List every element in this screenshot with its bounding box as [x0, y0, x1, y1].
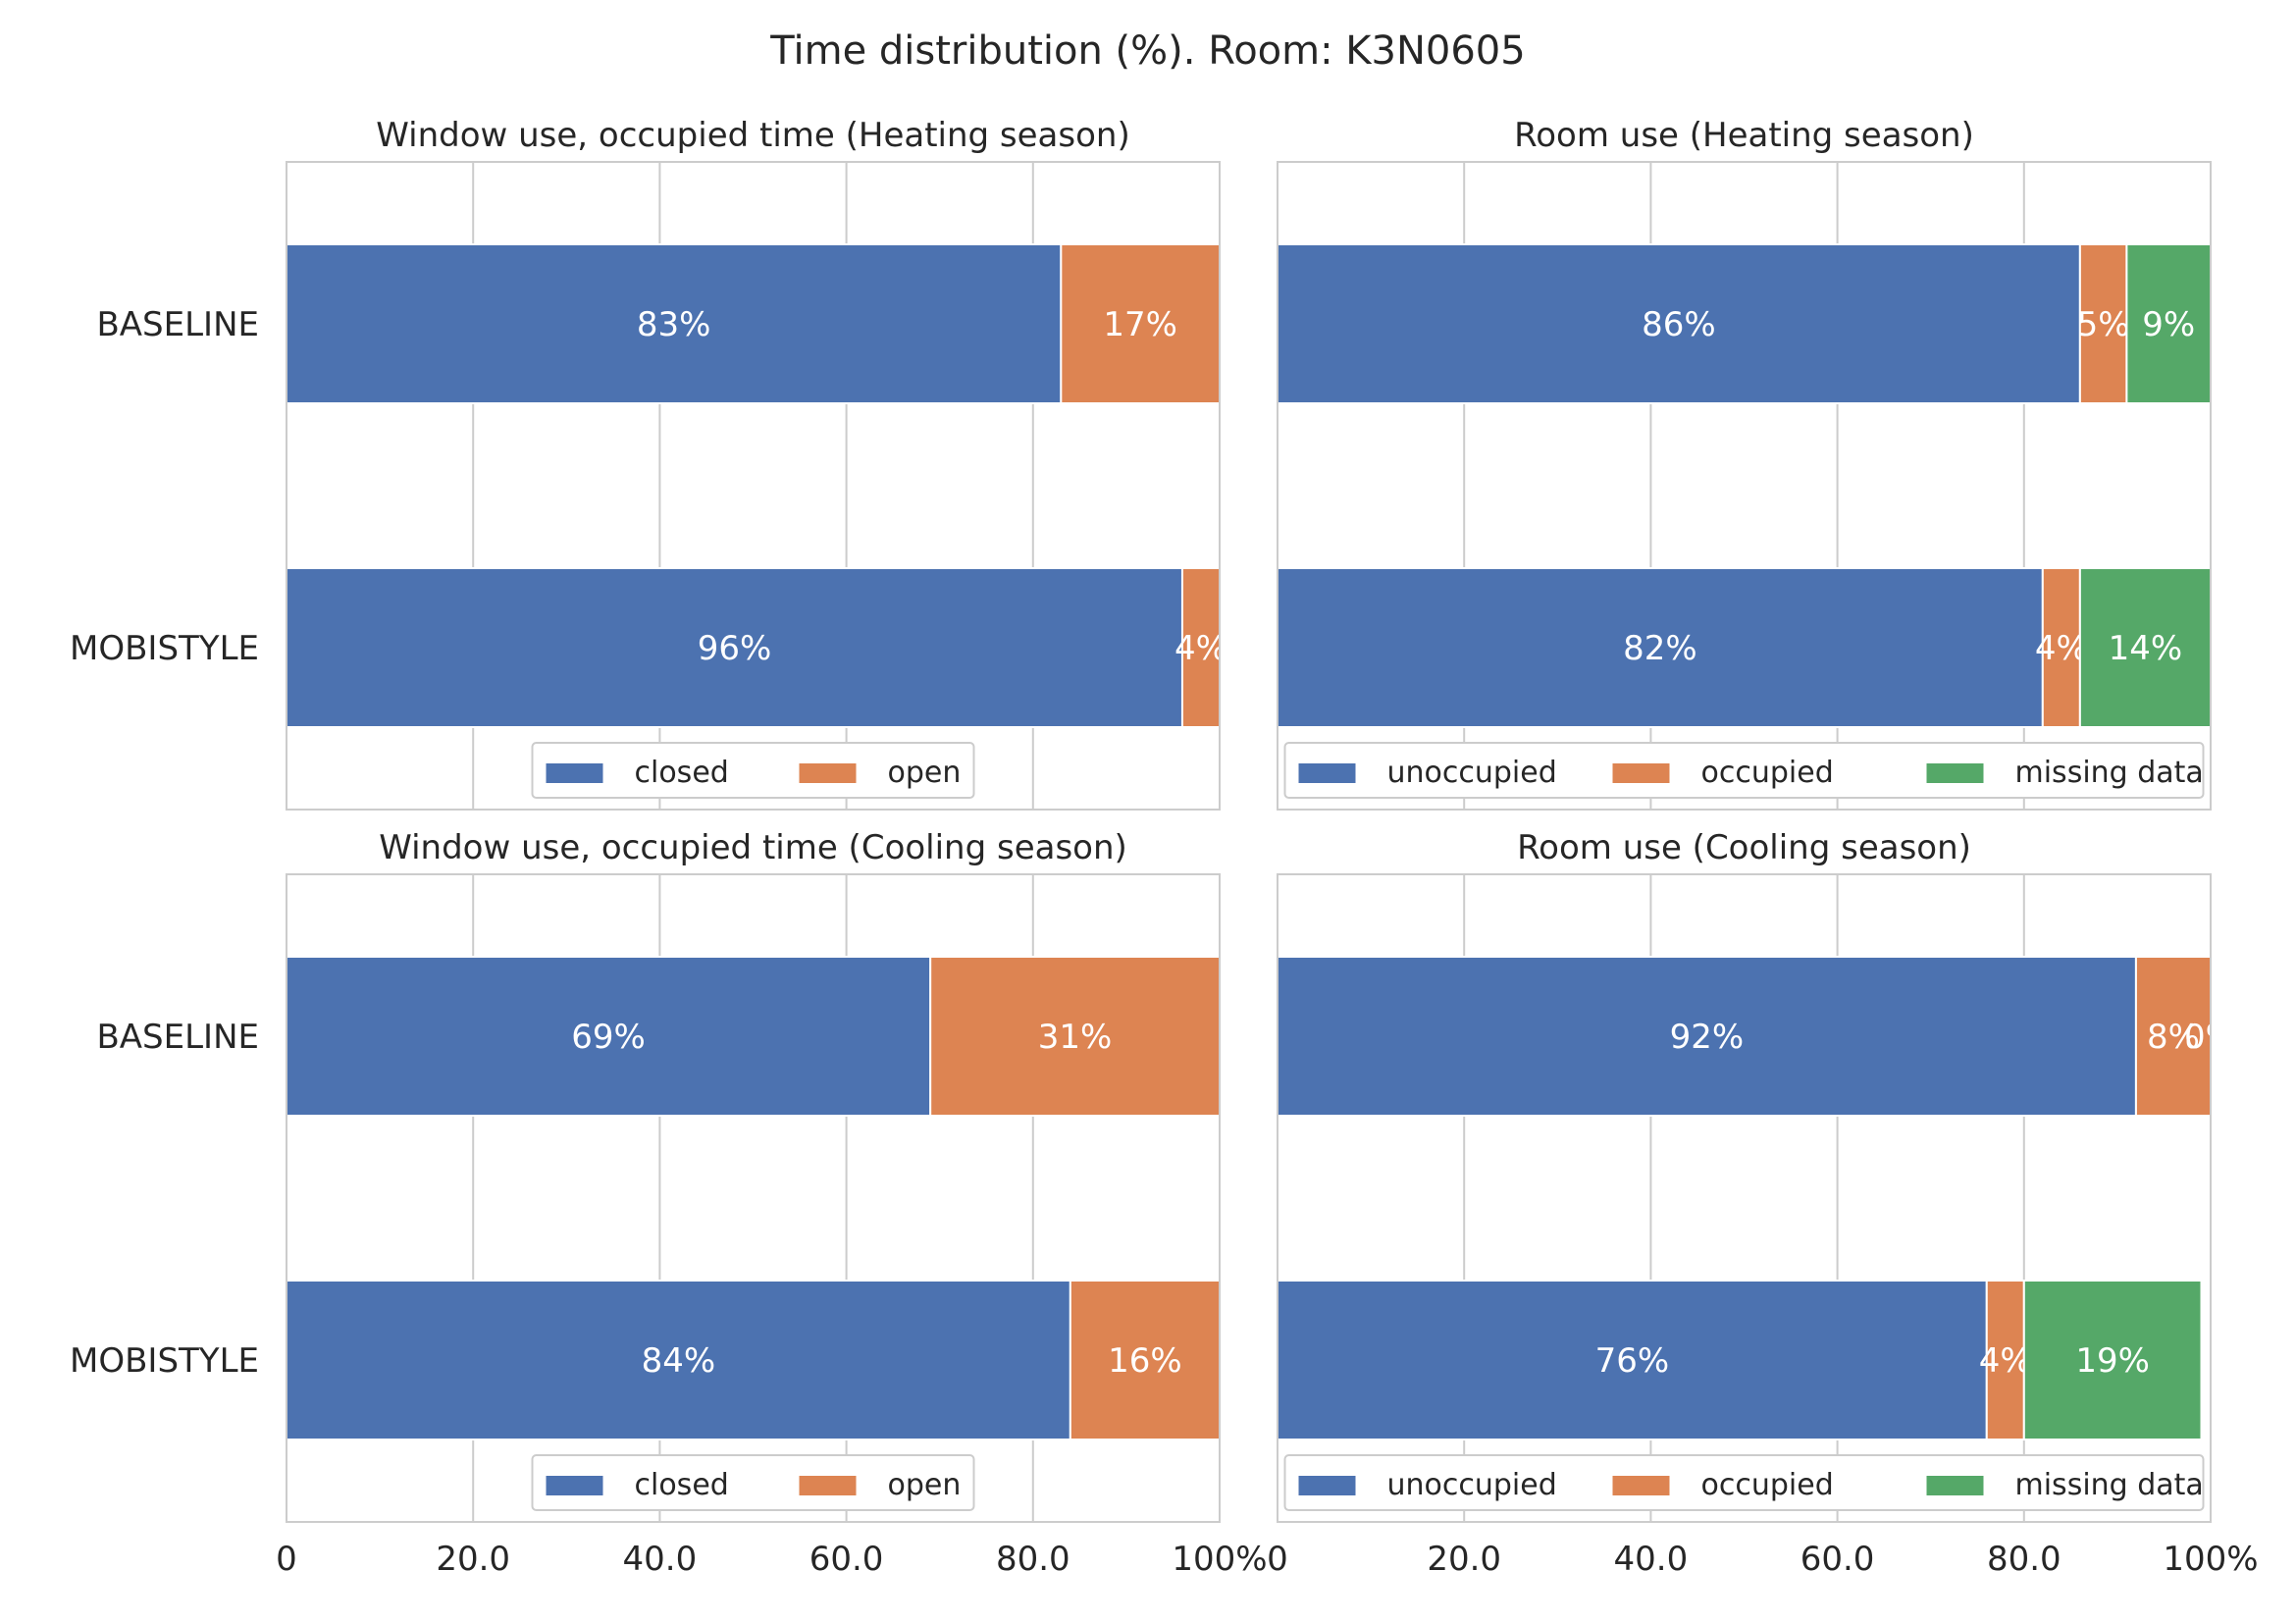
legend-label: missing data	[2015, 756, 2204, 790]
legend-label: occupied	[1701, 1468, 1834, 1502]
data-label: 5%	[2077, 305, 2130, 344]
data-label: 83%	[637, 305, 711, 344]
bar-segment	[2134, 956, 2212, 1117]
panel-2: Room use (Heating season) 86% 5% 9% 82% 4% 14%…	[1277, 116, 2213, 811]
data-label: 82%	[1623, 629, 1697, 668]
plot-frame	[1277, 873, 2212, 1523]
panel-title: Window use, occupied time (Heating seaso…	[376, 116, 1129, 155]
legend: unoccupied occupied missing data	[1283, 742, 2205, 799]
legend-label: occupied	[1701, 756, 1834, 790]
legend-swatch	[546, 1476, 603, 1495]
legend-swatch	[799, 1476, 857, 1495]
bar-segment	[1277, 1280, 1988, 1440]
data-label: 16%	[1108, 1341, 1182, 1381]
panel-title: Window use, occupied time (Cooling seaso…	[379, 828, 1127, 867]
x-tick-label: 0	[276, 1540, 297, 1579]
x-tick-label: 20.0	[436, 1540, 510, 1579]
legend-swatch	[799, 763, 857, 783]
data-label: 17%	[1103, 305, 1177, 344]
bar-segment	[2041, 567, 2081, 728]
legend-box	[531, 742, 975, 799]
bar-segment	[286, 567, 1183, 728]
data-label: 4%	[1174, 629, 1227, 668]
panels: Window use, occupied time (Heating seaso…	[70, 116, 2259, 1579]
bar-segment	[2078, 243, 2128, 404]
bar-segment	[286, 956, 932, 1117]
data-label: 92%	[1670, 1018, 1745, 1057]
bar-segment	[286, 243, 1063, 404]
legend-label: unoccupied	[1387, 1468, 1557, 1502]
data-label: 96%	[698, 629, 772, 668]
bar-segment	[1060, 243, 1221, 404]
bar-segment	[1985, 1280, 2025, 1440]
y-tick-label: MOBISTYLE	[70, 629, 259, 668]
x-tick-label: 40.0	[623, 1540, 698, 1579]
x-tick-label: 20.0	[1427, 1540, 1501, 1579]
bar-segment	[1277, 243, 2081, 404]
panel-title: Room use (Heating season)	[1514, 116, 1974, 155]
y-tick-label: BASELINE	[96, 305, 259, 344]
x-tick-label: 100%	[2163, 1540, 2258, 1579]
legend-swatch	[1926, 1476, 1984, 1495]
legend-swatch	[1612, 763, 1670, 783]
legend-swatch	[546, 763, 603, 783]
legend-swatch	[1926, 763, 1984, 783]
y-tick-label: BASELINE	[96, 1018, 259, 1057]
legend-label: open	[888, 1468, 962, 1502]
bar-segment	[2022, 1280, 2203, 1440]
data-label: 84%	[642, 1341, 716, 1381]
bar-segment	[286, 1280, 1071, 1440]
bar-segment	[1180, 567, 1221, 728]
x-tick-label: 60.0	[1800, 1540, 1875, 1579]
bar-segment	[1069, 1280, 1221, 1440]
bar-segment	[929, 956, 1221, 1117]
plot-frame	[286, 873, 1221, 1523]
legend-swatch	[1298, 1476, 1356, 1495]
plot-frame	[1277, 161, 2212, 811]
legend-label: closed	[635, 756, 729, 790]
legend-label: missing data	[2015, 1468, 2204, 1502]
data-label: 19%	[2075, 1341, 2150, 1381]
data-label: 4%	[2035, 629, 2088, 668]
data-label: 76%	[1595, 1341, 1670, 1381]
legend-box	[531, 1454, 975, 1511]
legend: unoccupied occupied missing data	[1283, 1454, 2205, 1511]
data-label: 8%	[2147, 1018, 2200, 1057]
legend-label: unoccupied	[1387, 756, 1557, 790]
data-label: 14%	[2109, 629, 2183, 668]
panel-title: Room use (Cooling season)	[1517, 828, 1971, 867]
plot-frame	[286, 161, 1221, 811]
bar-segment	[2078, 567, 2213, 728]
x-tick-label: 80.0	[996, 1540, 1070, 1579]
x-tick-label: 100%	[1172, 1540, 1267, 1579]
legend-label: open	[888, 756, 962, 790]
figure-title: Time distribution (%). Room: K3N0605	[769, 28, 1525, 74]
panel-3: Window use, occupied time (Cooling seaso…	[70, 828, 1268, 1579]
bar-segment	[2125, 243, 2212, 404]
x-tick-label: 80.0	[1987, 1540, 2061, 1579]
y-tick-label: MOBISTYLE	[70, 1341, 259, 1381]
legend: closed open	[531, 1454, 975, 1511]
bar-segment	[1277, 567, 2044, 728]
data-label: 9%	[2142, 305, 2195, 344]
data-label: 69%	[571, 1018, 646, 1057]
x-tick-label: 40.0	[1614, 1540, 1689, 1579]
legend: closed open	[531, 742, 975, 799]
data-label: 86%	[1642, 305, 1716, 344]
data-label: 31%	[1038, 1018, 1113, 1057]
legend-label: closed	[635, 1468, 729, 1502]
x-tick-label: 60.0	[809, 1540, 884, 1579]
legend-box	[1283, 742, 2205, 799]
panel-4: Room use (Cooling season)92% 8%0%76% 4% 19%…	[1267, 828, 2258, 1579]
legend-swatch	[1612, 1476, 1670, 1495]
data-label: 4%	[1979, 1341, 2032, 1381]
legend-box	[1283, 1454, 2205, 1511]
x-tick-label: 0	[1267, 1540, 1288, 1579]
legend-swatch	[1298, 763, 1356, 783]
panel-1: Window use, occupied time (Heating seaso…	[70, 116, 1227, 811]
